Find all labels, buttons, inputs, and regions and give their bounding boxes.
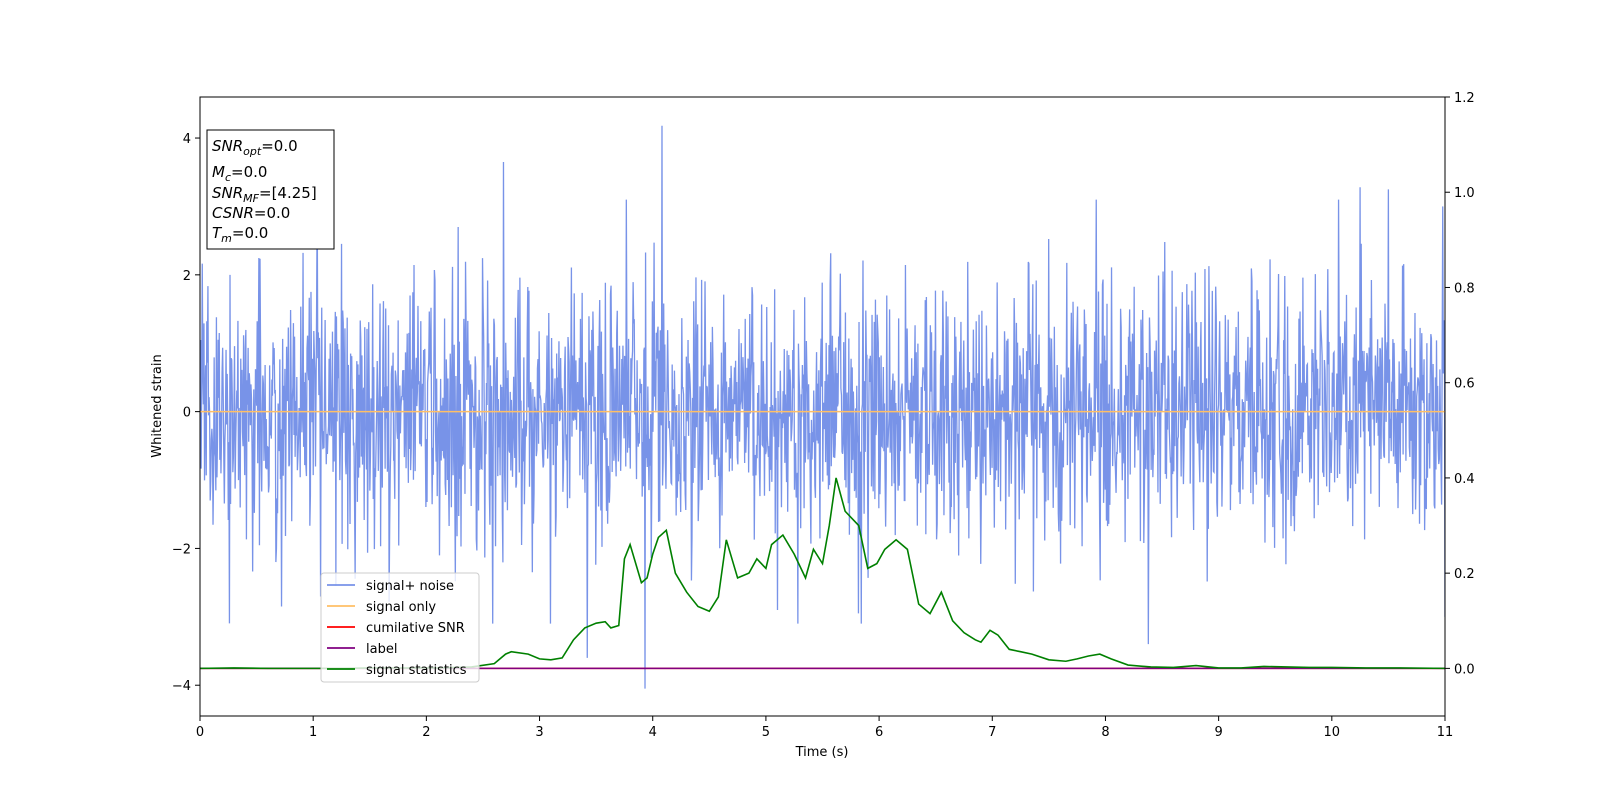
legend-entry-cumulative-snr: cumilative SNR — [366, 621, 465, 636]
x-tick-label: 11 — [1437, 725, 1454, 740]
y-tick-label: 0 — [183, 406, 191, 421]
y-tick-label: 4 — [183, 132, 191, 147]
y2-tick-label: 0.4 — [1454, 472, 1475, 487]
x-axis-label: Time (s) — [795, 745, 849, 760]
y2-tick-label: 1.2 — [1454, 91, 1475, 106]
y2-tick-label: 1.0 — [1454, 186, 1475, 201]
series-line-signal-noise — [200, 125, 1445, 689]
info-line: Mc=0.0 — [212, 163, 267, 184]
legend-entry-label: label — [366, 642, 397, 657]
y-axis-label: Whitened strain — [150, 354, 165, 457]
info-line: Tm=0.0 — [212, 224, 268, 245]
x-tick-label: 5 — [762, 725, 770, 740]
legend-frame — [320, 572, 480, 683]
x-tick-label: 6 — [875, 725, 883, 740]
y2-tick-label: 0.8 — [1454, 281, 1475, 296]
legend: signal+ noise signal only cumilative SNR la… — [320, 572, 480, 683]
x-tick-label: 7 — [988, 725, 996, 740]
info-line: SNRMF=[4.25] — [212, 184, 317, 205]
x-tick-label: 8 — [1101, 725, 1109, 740]
x-tick-label: 4 — [649, 725, 657, 740]
x-tick-label: 0 — [196, 725, 204, 740]
x-tick-label: 9 — [1214, 725, 1222, 740]
legend-entry-signal-statistics: signal statistics — [366, 663, 467, 678]
info-line: SNRopt=0.0 — [212, 137, 298, 158]
x-tick-label: 3 — [535, 725, 543, 740]
y-tick-label: 2 — [183, 269, 191, 284]
y2-tick-label: 0.2 — [1454, 567, 1475, 582]
axis-ticks: 0 1 2 3 4 5 6 7 8 9 10 11 −4 −2 0 2 4 0.0 0.2 0.4 0.6 0.8 1.0 1… — [172, 91, 1475, 740]
y2-tick-label: 0.6 — [1454, 377, 1475, 392]
y2-tick-label: 0.0 — [1454, 662, 1475, 677]
x-tick-label: 10 — [1324, 725, 1341, 740]
y-tick-label: −4 — [172, 679, 191, 694]
info-line: CSNR=0.0 — [212, 204, 290, 222]
info-box-frame — [206, 129, 335, 250]
legend-entry-signal-only: signal only — [366, 600, 436, 615]
x-tick-label: 1 — [309, 725, 317, 740]
legend-entry-signal-noise: signal+ noise — [366, 579, 454, 594]
y-tick-label: −2 — [172, 542, 191, 557]
x-tick-label: 2 — [422, 725, 430, 740]
plot-frame — [199, 96, 1446, 717]
series-line-signal-statistics — [200, 477, 1445, 670]
